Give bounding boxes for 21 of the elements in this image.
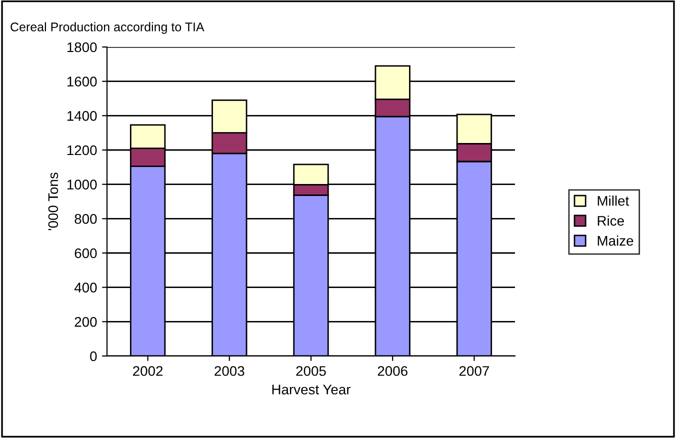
legend-label: Maize — [598, 236, 634, 246]
legend-label: Rice — [598, 216, 624, 226]
x-tick-label: 2003 — [214, 366, 244, 376]
y-axis-title: '000 Tons — [48, 172, 58, 230]
x-tick-label: 2002 — [133, 366, 163, 376]
y-tick-label: 200 — [74, 317, 97, 327]
y-tick-label: 800 — [74, 214, 97, 224]
y-tick-label: 1200 — [67, 145, 97, 156]
y-tick-label: 1800 — [67, 42, 97, 52]
legend-label: Millet — [598, 196, 630, 206]
x-tick-label: 2007 — [459, 366, 489, 376]
y-tick-label: 1000 — [67, 180, 97, 190]
y-tick-label: 400 — [74, 282, 97, 293]
y-tick-label: 1600 — [67, 76, 97, 87]
x-tick-label: 2006 — [378, 366, 408, 376]
chart-title: Cereal Production according to TIA — [10, 22, 204, 34]
x-tick-label: 2005 — [296, 366, 326, 376]
y-tick-label: 600 — [74, 248, 97, 258]
y-tick-label: 0 — [90, 351, 97, 362]
x-axis-title: Harvest Year — [272, 384, 351, 394]
y-tick-label: 1400 — [67, 111, 97, 121]
